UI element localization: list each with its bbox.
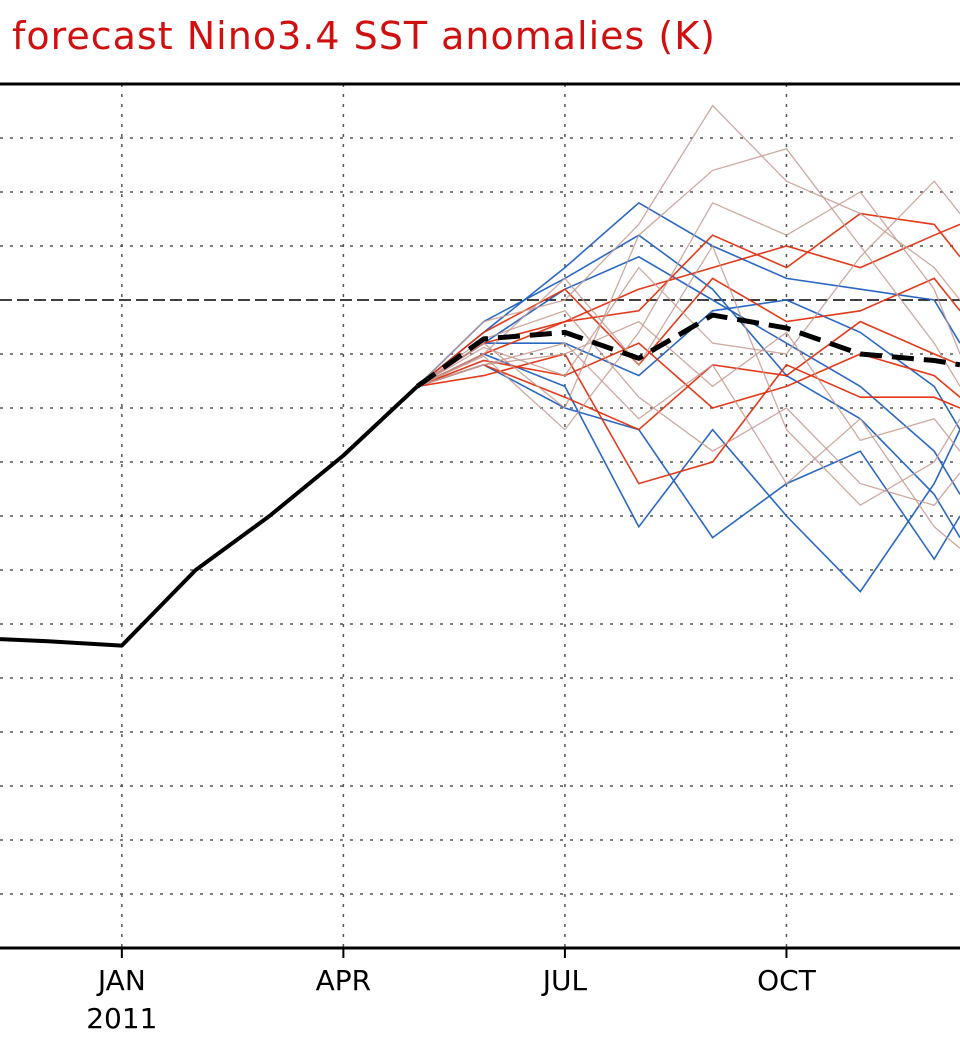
ensemble-mean-line xyxy=(415,312,960,389)
ensemble-member-line-8 xyxy=(416,223,960,388)
x-tick-label: JUL xyxy=(541,964,588,997)
ensemble-member-line-16 xyxy=(416,342,960,549)
ensemble-member-line-5 xyxy=(416,363,960,561)
plot-frame xyxy=(0,82,960,950)
x-tick-label: OCT xyxy=(757,964,817,997)
ensemble-member-line-12 xyxy=(416,277,960,388)
ensemble-member-line-3 xyxy=(416,353,960,593)
ensemble-member-line-4 xyxy=(416,234,960,539)
ensemble-member-line-20 xyxy=(416,320,960,452)
observed-line xyxy=(0,384,419,648)
chart-title: forecast Nino3.4 SST anomalies (K) xyxy=(12,14,716,58)
x-tick-label: JAN xyxy=(96,964,146,997)
x-tick-sublabel: 2011 xyxy=(86,1002,157,1035)
ensemble-member-line-17 xyxy=(416,180,960,387)
ensemble-member-line-15 xyxy=(416,244,960,507)
ensemble-member-line-19 xyxy=(416,191,960,431)
main-lines xyxy=(0,312,960,648)
ensemble-member-line-13 xyxy=(416,104,960,387)
ensemble-members xyxy=(416,104,960,593)
x-tick-label: APR xyxy=(316,964,372,997)
grid-lines xyxy=(0,84,960,948)
ensemble-member-line-2 xyxy=(416,255,960,495)
ensemble-member-line-18 xyxy=(416,310,960,506)
x-tick-labels: JAN 2011 APR JUL OCT xyxy=(86,948,817,1035)
ensemble-member-line-14 xyxy=(416,148,960,410)
ensemble-member-line-9 xyxy=(417,353,960,485)
